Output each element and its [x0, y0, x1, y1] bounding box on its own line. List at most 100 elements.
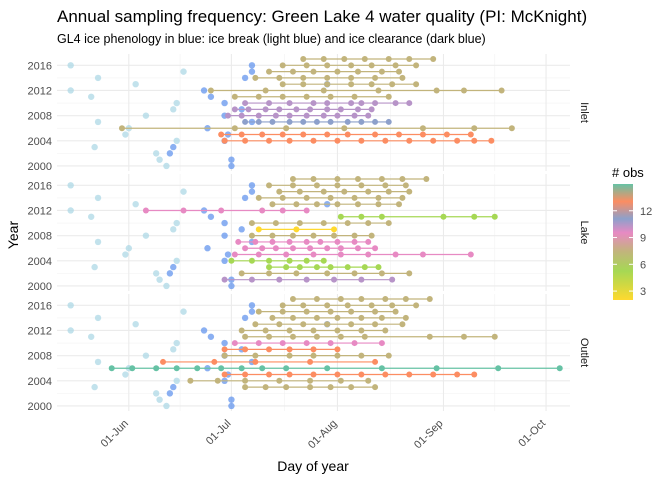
sampling-point [348, 100, 355, 107]
ice-break-point [173, 339, 180, 347]
ice-clearance-point [248, 188, 256, 195]
ice-clearance-point [221, 219, 228, 227]
sampling-point [242, 137, 249, 144]
sampling-point [334, 352, 341, 359]
ice-break-point [173, 377, 180, 385]
sampling-point [382, 296, 389, 303]
sampling-point [242, 371, 249, 378]
sampling-point [348, 62, 355, 69]
ice-clearance-point [221, 232, 228, 239]
ice-break-point [173, 219, 180, 227]
sampling-point [389, 302, 396, 309]
legend-tick-label: 3 [640, 286, 646, 298]
sampling-point [392, 308, 399, 315]
y-tick-label: 2008 [28, 111, 52, 123]
sampling-point [289, 176, 296, 183]
ice-clearance-point [170, 143, 177, 151]
sampling-point [348, 384, 355, 391]
sampling-point [118, 125, 125, 132]
legend-title: # obs [612, 165, 644, 180]
ice-break-point [91, 263, 98, 271]
sampling-point [248, 220, 255, 227]
sampling-point [337, 106, 344, 113]
sampling-point [300, 81, 307, 88]
ice-break-point [152, 270, 160, 277]
sampling-point [365, 377, 372, 384]
sampling-point [310, 346, 317, 353]
sampling-point [471, 125, 478, 132]
sampling-point [310, 327, 317, 334]
ice-break-point [132, 80, 139, 88]
sampling-point [454, 137, 461, 144]
sampling-point [382, 137, 389, 144]
sampling-point [279, 81, 286, 88]
sampling-point [283, 365, 290, 372]
ice-break-point [156, 396, 163, 403]
sampling-point [358, 352, 365, 359]
sampling-point [286, 118, 293, 125]
sampling-point [218, 207, 225, 214]
sampling-point [341, 56, 348, 63]
sampling-point [327, 93, 334, 100]
sampling-point [368, 81, 375, 88]
sampling-point [300, 131, 307, 138]
sampling-point [354, 245, 361, 252]
sampling-point [303, 257, 310, 264]
sampling-point [337, 377, 344, 384]
sampling-point [378, 213, 385, 220]
sampling-point [337, 333, 344, 340]
sampling-point [368, 302, 375, 309]
sampling-point [286, 346, 293, 353]
sampling-point [331, 276, 338, 283]
legend: # obs 3 6 9 12 [612, 165, 652, 300]
ice-break-point [88, 333, 95, 340]
sampling-point [300, 302, 307, 309]
sampling-point [252, 238, 259, 245]
sampling-point [293, 270, 300, 277]
sampling-point [358, 276, 365, 283]
sampling-point [296, 188, 303, 195]
sampling-point [358, 118, 365, 125]
sampling-point [344, 302, 351, 309]
sampling-point [283, 264, 290, 271]
sampling-point [375, 201, 382, 208]
sampling-point [402, 182, 409, 189]
sampling-point [351, 194, 358, 201]
sampling-point [310, 68, 317, 75]
sampling-point [375, 264, 382, 271]
sampling-point [276, 321, 283, 328]
sampling-point [327, 340, 334, 347]
ice-clearance-point [248, 62, 256, 69]
sampling-point [327, 384, 334, 391]
sampling-point [334, 68, 341, 75]
y-tick-label: 2016 [28, 300, 52, 312]
sampling-point [303, 276, 310, 283]
ice-clearance-point [248, 182, 256, 189]
sampling-point [272, 220, 279, 227]
sampling-point [471, 213, 478, 220]
sampling-point [313, 182, 320, 189]
ice-break-point [67, 87, 74, 94]
sampling-point [300, 74, 307, 81]
sampling-point [266, 371, 273, 378]
sampling-point [225, 112, 231, 119]
sampling-point [430, 56, 437, 63]
sampling-point [310, 137, 317, 144]
ice-break-point [94, 314, 102, 322]
ice-break-point [91, 383, 98, 391]
sampling-point [372, 321, 379, 328]
sampling-point [238, 270, 245, 277]
ice-break-point [163, 282, 170, 290]
sampling-point [279, 207, 286, 214]
ice-break-point [156, 156, 163, 163]
sampling-point [358, 213, 365, 220]
sampling-point [293, 226, 300, 233]
sampling-point [194, 365, 201, 372]
sampling-point [310, 176, 317, 183]
ice-break-point [122, 131, 129, 138]
sampling-point [382, 371, 389, 378]
x-axis: 01-Jun 01-Jul 01-Aug 01-Sep 01-Oct [99, 418, 549, 452]
ice-clearance-point [241, 194, 249, 202]
y-tick-label: 2004 [28, 136, 52, 148]
